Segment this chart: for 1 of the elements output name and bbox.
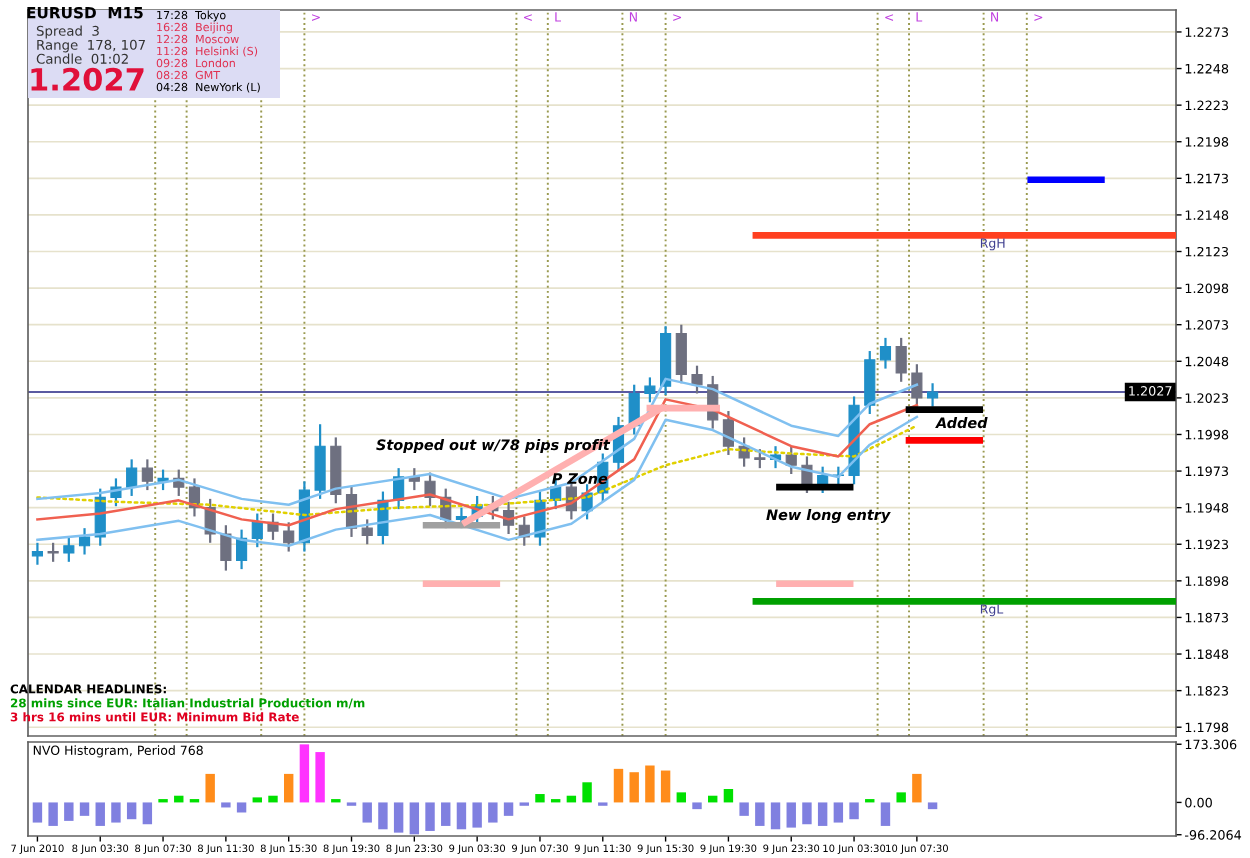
annotation: 1.2027 (31, 67, 144, 91)
